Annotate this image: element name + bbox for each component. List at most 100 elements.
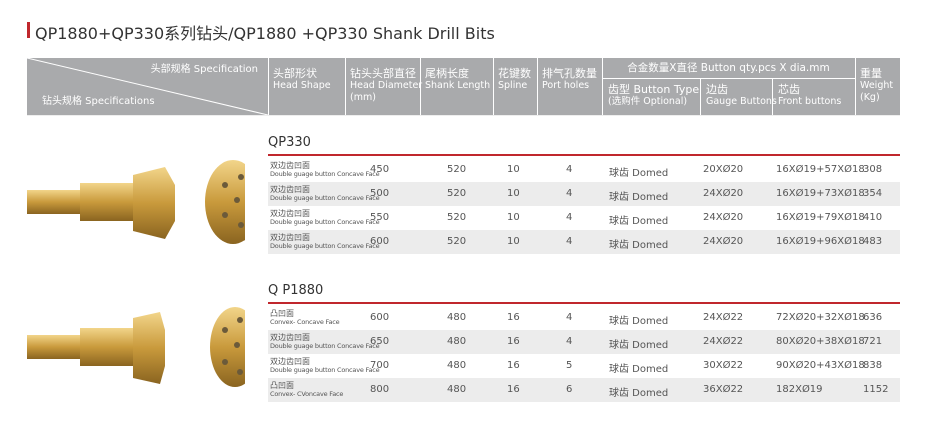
header-separator (700, 79, 701, 115)
corner-diagonal (27, 58, 268, 115)
header-separator (602, 58, 603, 115)
row-cell: 650 (370, 336, 390, 347)
row-cell: 410 (863, 212, 883, 223)
header-separator (493, 58, 494, 115)
row-shape-en: Convex- Concave Face (270, 318, 340, 326)
row-cell: 80XØ20+38XØ18 (776, 336, 865, 347)
header-cn: 芯齿 (778, 83, 800, 96)
row-cell: 10 (507, 236, 520, 247)
row-cell: 4 (566, 236, 573, 247)
header-en: Head Shape (273, 80, 331, 91)
row-cell: 6 (566, 384, 573, 395)
row-cell: 球齿 Domed (609, 216, 669, 227)
row-bg (268, 378, 900, 402)
row-cell: 30XØ22 (703, 360, 744, 371)
row-cell: 球齿 Domed (609, 388, 669, 399)
row-shape-cn: 凸凹面 (270, 309, 294, 318)
row-cell: 球齿 Domed (609, 192, 669, 203)
row-cell: 354 (863, 188, 883, 199)
row-cell: 球齿 Domed (609, 240, 669, 251)
header-en: Gauge Buttons (706, 96, 777, 107)
header-en: Spline (498, 80, 528, 91)
header-en: Head Diameter (350, 80, 423, 91)
row-cell: 24XØ22 (703, 312, 744, 323)
row-cell: 480 (447, 312, 467, 323)
row-shape-cn: 双边齿凹面 (270, 185, 310, 194)
row-cell: 16XØ19+96XØ18 (776, 236, 865, 247)
row-bg (268, 230, 900, 254)
row-cell: 520 (447, 212, 467, 223)
row-cell: 16 (507, 384, 520, 395)
row-cell: 16 (507, 336, 520, 347)
header-separator (345, 58, 346, 115)
row-bg (268, 182, 900, 206)
row-cell: 480 (447, 360, 467, 371)
header-en: (选购件 Optional) (608, 96, 688, 107)
row-cell: 4 (566, 336, 573, 347)
row-cell: 182XØ19 (776, 384, 823, 395)
header-separator (855, 58, 856, 115)
row-shape-en: Double guage button Concave Face (270, 342, 380, 350)
row-cell: 24XØ20 (703, 236, 744, 247)
row-cell: 520 (447, 164, 467, 175)
row-shape-en: Double guage button Concave Face (270, 218, 380, 226)
row-shape-en: Double guage button Concave Face (270, 242, 380, 250)
row-shape-en: Double guage button Concave Face (270, 366, 380, 374)
row-cell: 球齿 Domed (609, 316, 669, 327)
row-shape-cn: 双边齿凹面 (270, 333, 310, 342)
section-line (268, 302, 900, 304)
row-cell: 24XØ20 (703, 188, 744, 199)
row-cell: 16XØ19+73XØ18 (776, 188, 865, 199)
header-en: Front buttons (778, 96, 842, 107)
header-separator (268, 58, 269, 115)
header-cn: 边齿 (706, 83, 728, 96)
row-cell: 600 (370, 312, 390, 323)
corner-top: 头部规格 Specification (150, 64, 258, 75)
row-cell: 24XØ20 (703, 212, 744, 223)
header-en: Port holes (542, 80, 590, 91)
title-marker (27, 22, 30, 38)
section-line (268, 154, 900, 156)
drill-image-qp330 (27, 160, 245, 244)
row-cell: 10 (507, 212, 520, 223)
header-separator (772, 79, 773, 115)
row-cell: 480 (447, 336, 467, 347)
corner-bottom: 钻头规格 Specifications (42, 96, 155, 107)
row-cell: 700 (370, 360, 390, 371)
header-bottom (27, 115, 900, 116)
row-cell: 10 (507, 188, 520, 199)
row-shape-cn: 双边齿凹面 (270, 161, 310, 170)
row-cell: 90XØ20+43XØ18 (776, 360, 865, 371)
row-shape-cn: 凸凹面 (270, 381, 294, 390)
row-cell: 600 (370, 236, 390, 247)
row-cell: 4 (566, 188, 573, 199)
header-en: (Kg) (860, 92, 880, 103)
row-cell: 16XØ19+57XØ18 (776, 164, 865, 175)
header-cn: 头部形状 (273, 67, 317, 80)
header-separator (420, 58, 421, 115)
header-cn: 花键数 (498, 67, 531, 80)
section-name: QP330 (268, 135, 311, 150)
header-cn: 钻头头部直径 (350, 67, 416, 80)
header-en: Weight (860, 80, 894, 91)
header-group-line (602, 78, 855, 79)
row-cell: 450 (370, 164, 390, 175)
row-cell: 24XØ22 (703, 336, 744, 347)
row-bg (268, 306, 900, 330)
row-cell: 球齿 Domed (609, 168, 669, 179)
row-cell: 721 (863, 336, 883, 347)
header-group: 合金数量X直径 Button qty.pcs X dia.mm (627, 62, 830, 74)
header-cn: 重量 (860, 67, 882, 80)
row-bg (268, 158, 900, 182)
row-cell: 16XØ19+79XØ18 (776, 212, 865, 223)
row-cell: 308 (863, 164, 883, 175)
row-cell: 636 (863, 312, 883, 323)
row-cell: 480 (447, 384, 467, 395)
title: QP1880+QP330系列钻头/QP1880 +QP330 Shank Dri… (35, 24, 495, 43)
header-en: Shank Length (425, 80, 491, 91)
row-cell: 20XØ20 (703, 164, 744, 175)
header-cn: 尾柄长度 (425, 67, 469, 80)
row-cell: 838 (863, 360, 883, 371)
row-cell: 4 (566, 312, 573, 323)
